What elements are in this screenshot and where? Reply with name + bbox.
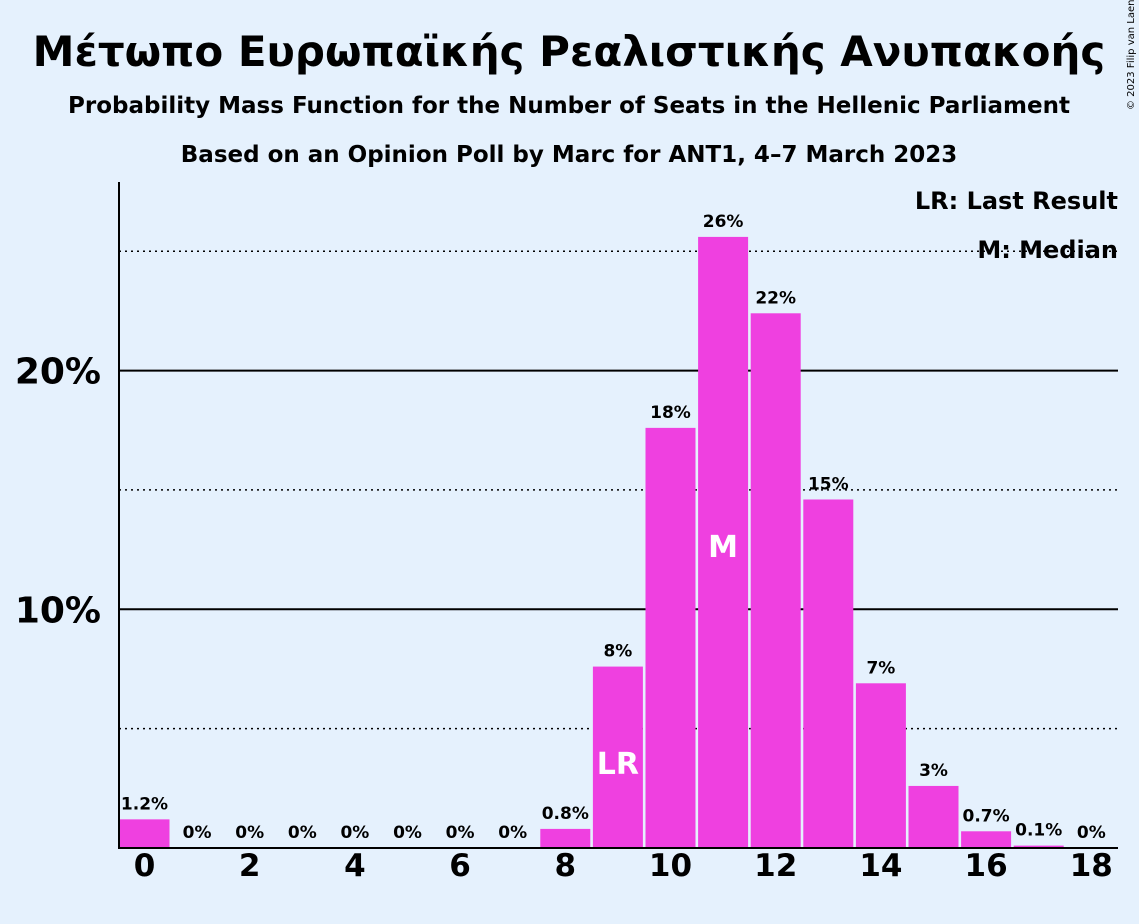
x-tick-label: 10 (649, 848, 692, 884)
value-labels: 1.2% 0% 0% 0% 0% 0% 0% 0% 0.8% 8% 18% 26% 22% 15% 7% 3%… (121, 212, 1106, 843)
x-tick-label: 12 (754, 848, 797, 884)
copyright-notice: © 2023 Filip van Laenen (1126, 0, 1137, 110)
bar-value-label: 0% (446, 823, 475, 843)
bar-value-label: 8% (603, 642, 632, 662)
bar-value-label: 15% (808, 474, 849, 494)
bar (961, 831, 1012, 848)
bar-value-label: 0.1% (1015, 821, 1062, 841)
chart-subtitle: Probability Mass Function for the Number… (68, 93, 1070, 119)
x-tick-label: 18 (1070, 848, 1113, 884)
bar-value-label: 22% (755, 288, 796, 308)
bar (645, 427, 696, 848)
last-result-marker: LR (597, 747, 639, 782)
bar-value-label: 3% (919, 761, 948, 781)
chart-title: Μέτωπο Ευρωπαϊκής Ρεαλιστικής Ανυπακοής (33, 27, 1106, 76)
bar-value-label: 1.2% (121, 794, 168, 814)
bar-value-label: 0% (235, 823, 264, 843)
bar (855, 683, 906, 848)
legend-last-result: LR: Last Result (915, 187, 1118, 215)
median-marker: M (708, 530, 738, 565)
bar-value-label: 0.7% (963, 806, 1010, 826)
bar (803, 499, 854, 848)
x-tick-label: 2 (239, 848, 261, 884)
bar-value-label: 0% (288, 823, 317, 843)
legend-median: M: Median (977, 236, 1118, 264)
bar-value-label: 0% (340, 823, 369, 843)
bar (1013, 845, 1064, 848)
bar (592, 666, 643, 848)
bar (908, 785, 959, 848)
bar-value-label: 7% (866, 658, 895, 678)
x-tick-label: 0 (134, 848, 156, 884)
bars (119, 236, 1064, 849)
x-tick-label: 16 (965, 848, 1008, 884)
bar-value-label: 0.8% (542, 804, 589, 824)
chart-source: Based on an Opinion Poll by Marc for ANT… (181, 142, 957, 168)
bar (698, 236, 749, 849)
y-tick-label: 10% (15, 590, 101, 631)
x-tick-label: 4 (344, 848, 366, 884)
x-axis-ticks: 0 2 4 6 8 10 12 14 16 18 (134, 848, 1113, 884)
bar (540, 828, 591, 848)
bar (750, 313, 801, 849)
bar-value-label: 0% (183, 823, 212, 843)
bar-value-label: 26% (703, 212, 744, 232)
bar-value-label: 0% (498, 823, 527, 843)
x-tick-label: 6 (449, 848, 471, 884)
y-axis-ticks: 10% 20% (15, 352, 101, 632)
x-tick-label: 8 (555, 848, 577, 884)
x-tick-label: 14 (859, 848, 902, 884)
bar-value-label: 18% (650, 403, 691, 423)
y-tick-label: 20% (15, 352, 101, 393)
bar (119, 819, 170, 848)
bar-value-label: 0% (393, 823, 422, 843)
bar-value-label: 0% (1077, 823, 1106, 843)
